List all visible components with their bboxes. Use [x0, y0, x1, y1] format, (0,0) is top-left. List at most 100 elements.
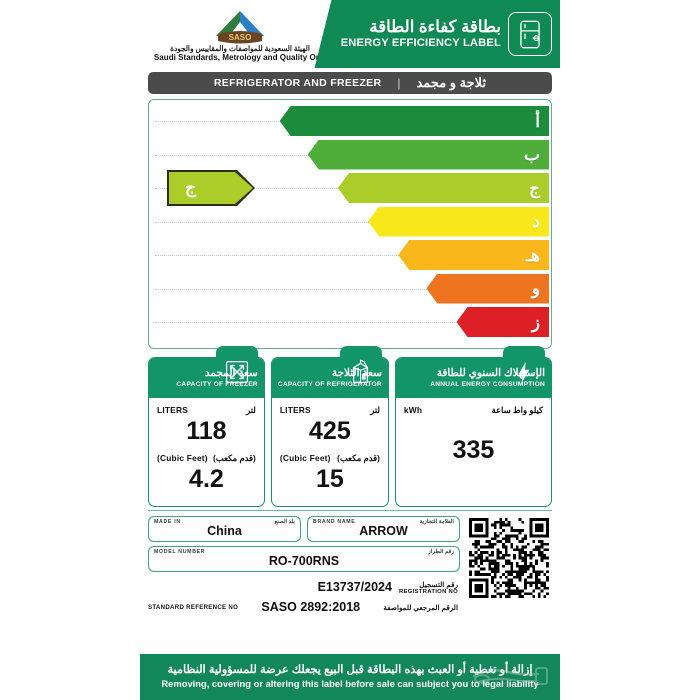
label-title-arabic: بطاقة كفاءة الطاقة [369, 17, 501, 36]
energy-unit-kwh-ar: كيلو واط ساعة [491, 405, 543, 415]
appliance-type-banner: REFRIGERATOR AND FREEZER | ثلاجة و مجمد [148, 72, 552, 94]
registration-label-en: REGISTRATION NO [398, 588, 458, 595]
lightning-bolt-icon [503, 346, 545, 398]
qr-code-wrap[interactable] [466, 516, 552, 616]
freezer-unit-cubicfeet-ar: (قدم مكعب) [212, 453, 256, 464]
brand-value: ARROW [359, 523, 408, 538]
grade-letter: ب [523, 145, 540, 164]
model-label-en: MODEL NUMBER [154, 549, 206, 556]
brand-name-field: BRAND NAME العلامة التجارية ARROW [307, 516, 460, 543]
made-in-field: MADE IN بلد الصنع China [148, 516, 301, 543]
registration-row: E13737/2024 رقم التسجيل REGISTRATION NO [148, 576, 460, 598]
qr-code [469, 518, 549, 599]
grade-bar: ج [337, 173, 549, 203]
standard-value: SASO 2892:2018 [261, 600, 361, 615]
header-title-band: بطاقة كفاءة الطاقة ENERGY EFFICIENCY LAB… [340, 0, 560, 68]
grade-row-2: ج [149, 173, 551, 203]
saso-org-name-arabic: الهيئة السعودية للمواصفات والمقاييس والج… [170, 43, 310, 53]
annual-energy-box-header: الإستهلاك السنوي للطاقة ANNUAL ENERGY CO… [395, 358, 551, 398]
saso-branding: SASO الهيئة السعودية للمواصفات والمقاييس… [140, 0, 340, 68]
saso-logo-icon: SASO [213, 10, 267, 44]
product-info-fields: MADE IN بلد الصنع China BRAND NAME العلا… [148, 516, 460, 616]
grade-letter: ز [531, 312, 540, 332]
refrigerator-capacity-box: سعة الثلاجة CAPACITY OF REFRIGERATOR LIT… [270, 346, 389, 507]
product-info-section: MADE IN بلد الصنع China BRAND NAME العلا… [148, 516, 552, 616]
grade-letter: هـ [526, 245, 540, 265]
warning-text-english: Removing, covering or altering this labe… [161, 677, 539, 689]
annual-energy-title-arabic: الإستهلاك السنوي للطاقة [436, 367, 545, 380]
annual-energy-box: الإستهلاك السنوي للطاقة ANNUAL ENERGY CO… [394, 346, 552, 507]
grade-dotted-line [155, 322, 547, 323]
refrigerator-icon [508, 12, 552, 56]
grade-dotted-line [155, 255, 547, 256]
grade-row-6: ز [149, 307, 551, 337]
grade-bar: ب [307, 139, 549, 170]
registration-value: E13737/2024 [317, 580, 392, 595]
freezer-cubicfeet-value: 4.2 [189, 465, 224, 494]
grade-bar: هـ [398, 240, 549, 270]
energy-rating-scale: أ ب ج د هـ و ز ج [148, 99, 552, 349]
freezer-liters-value: 118 [186, 417, 227, 445]
freezer-title-english: CAPACITY OF FREEZER [176, 380, 258, 388]
warning-text-arabic: إزالة أو تغطية أو العبث بهذه البطاقة قبل… [167, 664, 533, 677]
freezer-unit-cubicfeet-en: (Cubic Feet) [157, 453, 208, 464]
model-value: RO-700RNS [268, 553, 340, 568]
header-titles: بطاقة كفاءة الطاقة ENERGY EFFICIENCY LAB… [341, 18, 501, 50]
standard-label-en: STANDARD REFERENCE NO [148, 603, 239, 611]
refrigerator-title-arabic: سعة الثلاجة [331, 367, 382, 380]
freezer-expand-icon [215, 346, 258, 398]
refrigerator-unit-liters-en: LITERS [279, 405, 311, 415]
energy-unit-kwh-en: kWh [403, 405, 423, 415]
made-in-label-en: MADE IN [154, 519, 181, 526]
banner-separator: | [397, 76, 401, 90]
annual-energy-box-body: kWh كيلو واط ساعة 335 [396, 398, 551, 506]
freezer-unit-liters-ar: لتر [246, 405, 256, 415]
refrigerator-box-body: LITERS لتر 425 (Cubic Feet) (قدم مكعب) 1… [272, 398, 388, 506]
brand-label-ar: العلامة التجارية [419, 519, 454, 526]
freezer-box-body: LITERS لتر 118 (Cubic Feet) (قدم مكعب) 4… [149, 398, 264, 506]
milk-carton-icon [339, 346, 382, 398]
made-in-value: China [207, 523, 242, 538]
grade-bar: أ [279, 106, 549, 136]
grade-letter: و [531, 279, 540, 298]
grade-row-3: د [149, 206, 551, 237]
energy-efficiency-label: SASO الهيئة السعودية للمواصفات والمقاييس… [140, 0, 560, 700]
grade-bar: و [426, 273, 549, 304]
grade-row-5: و [149, 273, 551, 304]
made-in-label-ar: بلد الصنع [274, 519, 295, 526]
legal-warning-footer: إزالة أو تغطية أو العبث بهذه البطاقة قبل… [140, 654, 560, 700]
origin-brand-row: MADE IN بلد الصنع China BRAND NAME العلا… [148, 516, 460, 546]
freezer-title-arabic: سعة المجمد [204, 367, 258, 380]
registration-label: رقم التسجيل REGISTRATION NO [399, 580, 458, 595]
svg-text:SASO: SASO [229, 33, 252, 42]
label-header: SASO الهيئة السعودية للمواصفات والمقاييس… [140, 0, 560, 68]
grade-bar: د [368, 206, 549, 237]
refrigerator-cubicfeet-value: 15 [315, 465, 344, 494]
refrigerator-unit-cubicfeet-en: (Cubic Feet) [279, 453, 331, 464]
grade-row-4: هـ [149, 240, 551, 270]
grade-letter: ج [529, 178, 540, 198]
standard-label-ar: الرقم المرجعي للمواصفة [383, 602, 458, 612]
model-label-ar: رقم الطراز [428, 549, 454, 556]
section-divider [148, 510, 552, 512]
grade-bar: ز [456, 307, 549, 337]
grade-row-1: ب [149, 139, 551, 170]
refrigerator-title-english: CAPACITY OF REFRIGERATOR [277, 380, 382, 388]
appliance-type-banner-wrap: REFRIGERATOR AND FREEZER | ثلاجة و مجمد [140, 68, 560, 99]
selected-grade-letter: ج [185, 178, 196, 197]
refrigerator-liters-value: 425 [309, 417, 351, 445]
grade-letter: أ [535, 111, 540, 131]
brand-label-en: BRAND NAME [313, 519, 356, 526]
grade-dotted-line [155, 221, 547, 223]
specification-boxes: سعة المجمد CAPACITY OF FREEZER LITERS لت… [148, 346, 552, 507]
saso-org-name-english: Saudi Standards, Metrology and Quality O… [153, 53, 327, 63]
refrigerator-unit-liters-ar: لتر [370, 405, 380, 415]
refrigerator-unit-cubicfeet-ar: (قدم مكعب) [337, 453, 380, 464]
watermark-logo [472, 667, 548, 685]
registration-label-ar: رقم التسجيل [419, 579, 458, 589]
annual-energy-value: 335 [452, 436, 495, 464]
freezer-unit-liters-en: LITERS [157, 405, 188, 415]
model-number-field: MODEL NUMBER رقم الطراز RO-700RNS [148, 546, 460, 573]
annual-energy-title-english: ANNUAL ENERGY CONSUMPTION [430, 380, 545, 388]
grade-row-0: أ [149, 106, 551, 136]
